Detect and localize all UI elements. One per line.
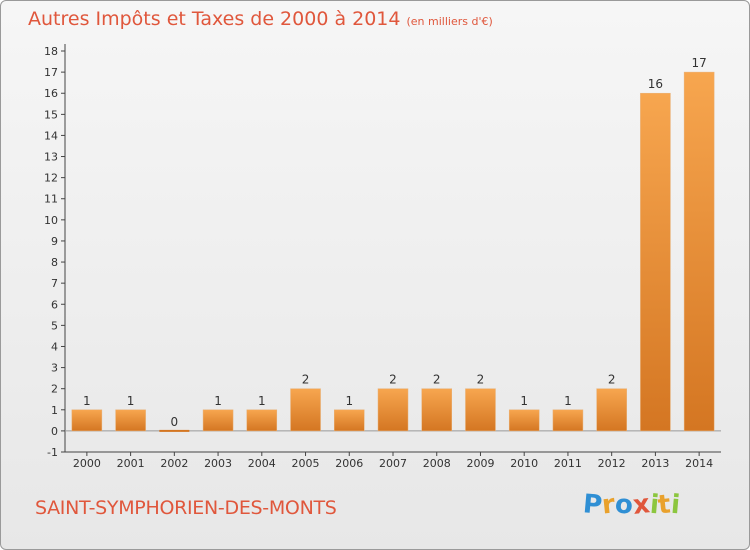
value-label: 1 [258, 394, 266, 408]
value-label: 1 [345, 394, 353, 408]
y-tick-label: 9 [51, 235, 58, 248]
x-tick-label: 2003 [204, 457, 232, 470]
x-tick-label: 2011 [554, 457, 582, 470]
bar [202, 409, 234, 432]
x-tick-label: 2006 [335, 457, 363, 470]
y-tick-label: 18 [44, 45, 58, 58]
y-tick-label: 14 [44, 129, 58, 142]
bar [115, 409, 146, 432]
x-tick-label: 2009 [466, 457, 494, 470]
x-tick-label: 2004 [248, 457, 276, 470]
bar [71, 409, 103, 432]
value-label: 2 [389, 373, 397, 387]
x-tick-label: 2001 [117, 457, 145, 470]
y-tick-label: 7 [51, 277, 58, 290]
y-tick-label: 15 [44, 108, 58, 121]
y-tick-label: 8 [51, 256, 58, 269]
chart-title: Autres Impôts et Taxes de 2000 à 2014 (en… [28, 8, 493, 30]
y-tick-label: 13 [44, 151, 58, 164]
x-tick-label: 2008 [423, 457, 451, 470]
bar [334, 409, 365, 432]
proxiti-logo[interactable]: Proxiti [582, 489, 682, 521]
value-label: 1 [520, 394, 528, 408]
chart-title-text: Autres Impôts et Taxes de 2000 à 2014 [28, 8, 401, 30]
x-tick-label: 2010 [510, 457, 538, 470]
y-tick-label: 10 [44, 214, 58, 227]
y-tick-label: 0 [51, 425, 58, 438]
y-tick-label: 6 [51, 298, 58, 311]
bar [508, 409, 540, 432]
value-label: 1 [127, 394, 135, 408]
bar [465, 388, 496, 432]
x-tick-label: 2013 [641, 457, 669, 470]
value-label: 16 [648, 77, 663, 91]
y-tick-label: 1 [51, 404, 58, 417]
value-label: 2 [433, 373, 441, 387]
chart-unit: (en milliers d'€) [406, 15, 493, 28]
bar [640, 92, 671, 432]
x-tick-label: 2007 [379, 457, 407, 470]
bar [246, 409, 278, 432]
logo-letter: i [669, 489, 682, 521]
value-label: 1 [83, 394, 91, 408]
y-tick-label: 11 [44, 193, 58, 206]
y-tick-label: 17 [44, 66, 58, 79]
bar [377, 388, 409, 432]
value-label: 17 [691, 56, 706, 70]
y-tick-label: 3 [51, 362, 58, 375]
bar [552, 409, 584, 432]
x-tick-label: 2002 [160, 457, 188, 470]
y-tick-label: -1 [47, 446, 58, 459]
value-label: 0 [171, 415, 179, 429]
x-tick-label: 2012 [598, 457, 626, 470]
x-tick-label: 2014 [685, 457, 713, 470]
bar [290, 388, 321, 432]
location-name: SAINT-SYMPHORIEN-DES-MONTS [35, 497, 337, 519]
value-label: 2 [477, 373, 485, 387]
bar [159, 429, 190, 432]
value-label: 2 [608, 373, 616, 387]
value-label: 1 [564, 394, 572, 408]
y-tick-label: 2 [51, 383, 58, 396]
x-tick-label: 2000 [73, 457, 101, 470]
bar [421, 388, 452, 432]
value-label: 2 [302, 373, 310, 387]
y-tick-label: 5 [51, 319, 58, 332]
y-tick-label: 12 [44, 172, 58, 185]
y-tick-label: 4 [51, 340, 58, 353]
value-label: 1 [214, 394, 222, 408]
y-tick-label: 16 [44, 87, 58, 100]
bar [596, 388, 627, 432]
bar [683, 71, 715, 432]
x-tick-label: 2005 [292, 457, 320, 470]
